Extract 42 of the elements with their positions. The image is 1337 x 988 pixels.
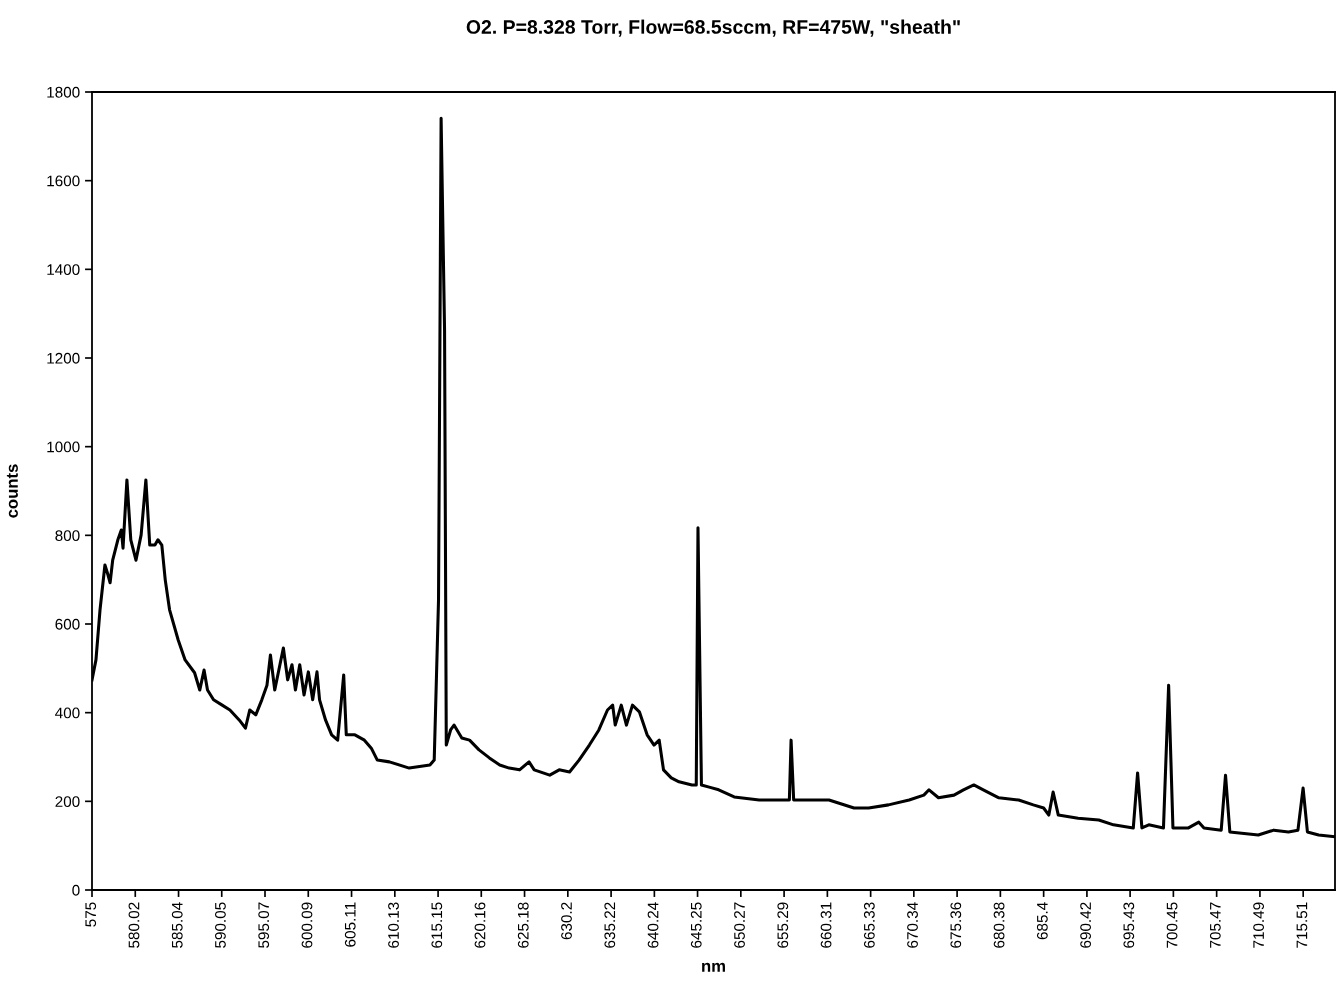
x-tick-label: 670.34 (907, 902, 918, 948)
x-tick-label: 590.05 (215, 902, 226, 948)
y-tick-label: 400 (55, 707, 80, 719)
y-tick-label: 1000 (47, 441, 80, 453)
x-tick-label: 635.22 (604, 902, 616, 948)
x-axis-title: nm (702, 962, 725, 972)
x-tick-label: 600.09 (301, 902, 313, 948)
x-tick-label: 660.31 (820, 902, 832, 948)
x-tick-label: 710.49 (1253, 902, 1265, 948)
x-tick-label: 685.4 (1036, 902, 1048, 940)
x-tick-label: 705.47 (1209, 902, 1221, 948)
x-tick-label: 610.13 (388, 902, 399, 948)
x-tick-label: 695.43 (1123, 902, 1135, 948)
x-tick-label: 580.02 (128, 902, 140, 948)
x-tick-label: 715.51 (1296, 902, 1308, 948)
x-tick-label: 605.11 (344, 902, 356, 947)
chart-title: O2. P=8.328 Torr, Flow=68.5sccm, RF=475W, "sheath" (466, 19, 960, 37)
x-tick-label: 615.15 (431, 902, 443, 948)
x-tick-label: 650.27 (734, 902, 745, 948)
x-tick-label: 575 (85, 902, 97, 927)
x-tick-label: 585.04 (171, 902, 183, 948)
x-tick-label: 620.16 (474, 902, 486, 948)
y-tick-label: 1800 (47, 86, 80, 98)
x-tick-label: 700.45 (1166, 902, 1178, 948)
x-tick-label: 595.07 (258, 902, 270, 948)
y-tick-label: 1200 (47, 352, 80, 364)
x-tick-label: 640.24 (647, 902, 659, 948)
y-tick-label: 1400 (47, 264, 80, 276)
x-tick-label: 630.2 (561, 902, 572, 940)
y-axis-title: counts (6, 464, 18, 518)
x-tick-label: 655.29 (777, 902, 789, 948)
x-tick-label: 680.38 (993, 902, 1005, 948)
x-tick-label: 690.42 (1080, 902, 1092, 948)
y-tick-label: 800 (55, 530, 80, 542)
x-tick-label: 665.33 (863, 902, 875, 948)
y-tick-label: 200 (55, 796, 80, 808)
x-tick-label: 645.25 (690, 902, 702, 948)
y-tick-label: 1600 (47, 175, 80, 187)
y-tick-label: 0 (72, 884, 80, 896)
y-tick-label: 600 (55, 618, 80, 630)
x-tick-label: 625.18 (517, 902, 529, 948)
x-tick-label: 675.36 (950, 902, 962, 948)
